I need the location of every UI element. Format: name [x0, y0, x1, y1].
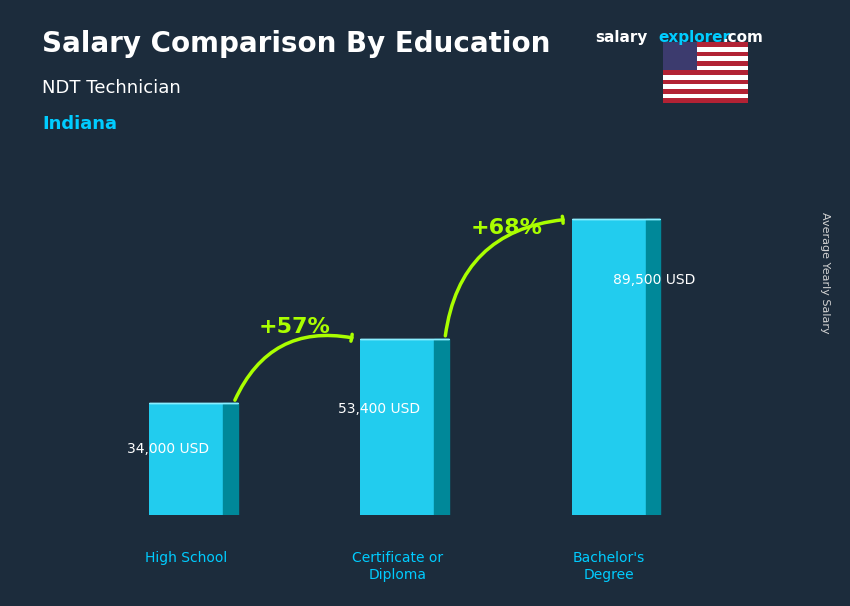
Polygon shape — [224, 403, 238, 515]
Bar — [663, 70, 748, 75]
Bar — [663, 80, 748, 84]
Polygon shape — [646, 219, 660, 515]
Bar — [663, 75, 748, 80]
Bar — [663, 65, 748, 70]
Bar — [663, 42, 697, 70]
Text: High School: High School — [145, 551, 227, 565]
Polygon shape — [434, 339, 449, 515]
FancyBboxPatch shape — [360, 339, 434, 515]
Text: .com: .com — [722, 30, 763, 45]
Text: 34,000 USD: 34,000 USD — [128, 442, 209, 456]
Bar — [663, 84, 748, 89]
FancyBboxPatch shape — [150, 403, 224, 515]
Text: NDT Technician: NDT Technician — [42, 79, 181, 97]
Bar — [663, 98, 748, 103]
Bar — [663, 61, 748, 65]
Text: Average Yearly Salary: Average Yearly Salary — [819, 212, 830, 333]
Bar — [663, 56, 748, 61]
Text: Indiana: Indiana — [42, 115, 117, 133]
Bar — [663, 47, 748, 52]
Text: Bachelor's
Degree: Bachelor's Degree — [573, 551, 645, 582]
Bar — [663, 89, 748, 94]
Bar — [663, 52, 748, 56]
Bar — [663, 38, 748, 42]
Text: Certificate or
Diploma: Certificate or Diploma — [352, 551, 443, 582]
Bar — [663, 42, 748, 47]
Text: 53,400 USD: 53,400 USD — [338, 402, 421, 416]
Text: salary: salary — [595, 30, 648, 45]
Text: 89,500 USD: 89,500 USD — [613, 273, 695, 287]
Bar — [663, 94, 748, 98]
FancyBboxPatch shape — [572, 219, 646, 515]
Text: +57%: +57% — [259, 317, 331, 337]
Text: Salary Comparison By Education: Salary Comparison By Education — [42, 30, 551, 58]
Text: +68%: +68% — [470, 218, 542, 238]
Text: explorer: explorer — [659, 30, 731, 45]
